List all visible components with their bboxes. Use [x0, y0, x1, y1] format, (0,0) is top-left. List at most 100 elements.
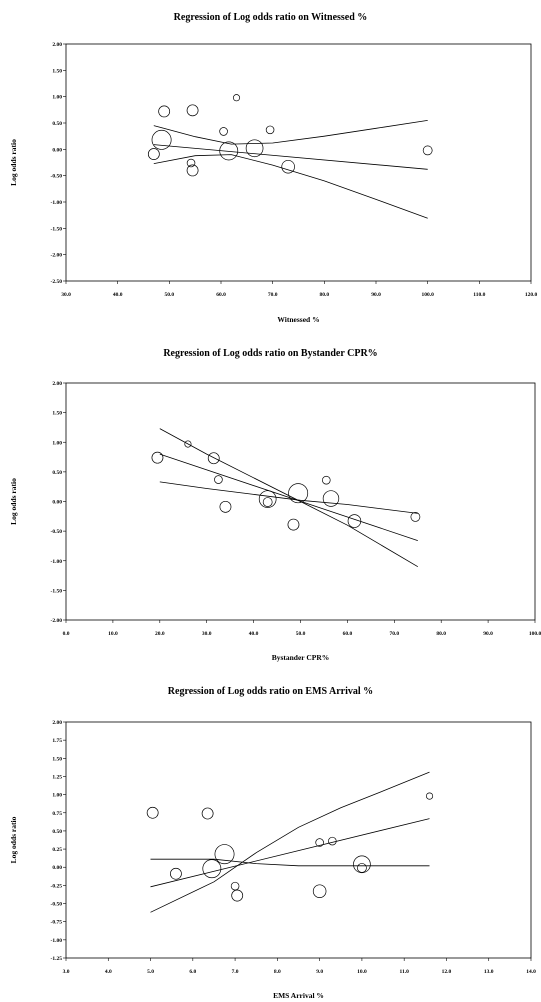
study-bubble — [219, 141, 239, 161]
y-tick-label: 1.00 — [52, 440, 62, 446]
x-tick-label: 70.0 — [389, 631, 399, 637]
confidence-band-upper — [150, 771, 430, 913]
plot-frame — [65, 43, 532, 282]
study-bubble — [202, 859, 222, 879]
x-axis-label: Witnessed % — [277, 315, 319, 324]
study-bubble — [322, 490, 340, 507]
study-bubble — [410, 512, 421, 522]
y-tick-label: -1.00 — [51, 559, 63, 565]
confidence-band-upper — [159, 481, 418, 514]
study-bubble — [232, 94, 241, 102]
y-tick-label: 1.00 — [52, 793, 62, 799]
y-tick-label: 1.50 — [52, 756, 62, 762]
confidence-band-upper — [153, 120, 428, 145]
y-axis-label: Log odds ratio — [9, 478, 18, 525]
regression-line — [153, 144, 428, 170]
y-tick-label: 1.00 — [52, 95, 62, 101]
study-bubble — [151, 451, 164, 464]
study-bubble — [265, 125, 275, 135]
confidence-band-lower — [153, 154, 428, 219]
confidence-band-lower — [150, 858, 430, 867]
study-bubble — [245, 139, 264, 158]
regression-line — [150, 818, 430, 888]
y-tick-label: 2.00 — [52, 720, 62, 726]
study-bubble — [230, 881, 240, 891]
y-tick-label: -2.50 — [51, 279, 63, 285]
study-bubble — [357, 863, 367, 873]
study-bubble — [288, 483, 309, 504]
study-bubble — [219, 500, 232, 513]
x-tick-label: 110.0 — [473, 292, 485, 298]
y-tick-label: 1.75 — [52, 738, 62, 744]
x-tick-label: 30.0 — [61, 292, 71, 298]
plot-frame — [65, 721, 532, 959]
y-tick-label: -0.75 — [51, 920, 63, 926]
study-bubble — [262, 497, 273, 507]
x-tick-label: 6.0 — [189, 969, 196, 975]
x-tick-label: 80.0 — [436, 631, 446, 637]
study-bubble — [184, 440, 192, 448]
study-bubble — [214, 844, 235, 865]
study-bubble — [214, 475, 223, 484]
study-bubble — [147, 148, 160, 160]
x-tick-label: 50.0 — [296, 631, 306, 637]
study-bubble — [281, 159, 295, 174]
study-bubble — [322, 475, 331, 485]
x-tick-label: 90.0 — [371, 292, 381, 298]
x-axis-label: Bystander CPR% — [272, 653, 330, 662]
study-bubble — [231, 889, 244, 902]
y-tick-label: -0.50 — [51, 529, 63, 535]
study-bubble — [170, 867, 182, 880]
x-tick-label: 4.0 — [105, 969, 112, 975]
y-tick-label: 2.00 — [52, 381, 62, 387]
x-tick-label: 5.0 — [147, 969, 154, 975]
y-tick-label: -0.50 — [51, 174, 63, 180]
y-tick-label: 0.50 — [52, 829, 62, 835]
x-tick-label: 80.0 — [320, 292, 330, 298]
regression-line — [159, 453, 418, 541]
study-bubble — [315, 838, 324, 847]
y-tick-label: 0.75 — [52, 811, 62, 817]
study-bubble — [201, 807, 214, 820]
y-tick-label: 1.25 — [52, 774, 62, 780]
x-tick-label: 100.0 — [421, 292, 434, 298]
x-tick-label: 0.0 — [63, 631, 70, 637]
chart-title: Regression of Log odds ratio on Bystande… — [163, 348, 378, 359]
x-tick-label: 10.0 — [357, 969, 367, 975]
x-tick-label: 90.0 — [483, 631, 493, 637]
chart-title: Regression of Log odds ratio on Witnesse… — [173, 12, 368, 23]
y-tick-label: 1.50 — [52, 68, 62, 74]
x-tick-label: 100.0 — [529, 631, 541, 637]
x-tick-label: 3.0 — [63, 969, 70, 975]
study-bubble — [186, 104, 199, 117]
x-tick-label: 10.0 — [108, 631, 118, 637]
study-bubble — [287, 518, 300, 531]
study-bubble — [207, 452, 220, 465]
study-bubble — [186, 158, 196, 168]
y-tick-label: 0.00 — [52, 500, 62, 506]
y-tick-label: -1.00 — [51, 200, 63, 206]
x-tick-label: 60.0 — [216, 292, 226, 298]
study-bubble — [422, 145, 433, 156]
y-tick-label: -1.50 — [51, 226, 63, 232]
x-tick-label: 8.0 — [274, 969, 281, 975]
study-bubble — [347, 514, 362, 528]
y-tick-label: -1.25 — [51, 956, 63, 962]
x-tick-label: 20.0 — [155, 631, 165, 637]
x-tick-label: 50.0 — [165, 292, 175, 298]
y-tick-label: 0.00 — [52, 147, 62, 153]
x-tick-label: 40.0 — [113, 292, 123, 298]
x-tick-label: 12.0 — [442, 969, 452, 975]
y-tick-label: -1.50 — [51, 588, 63, 594]
x-tick-label: 11.0 — [400, 969, 410, 975]
y-tick-label: 0.00 — [52, 865, 62, 871]
y-tick-label: 0.50 — [52, 470, 62, 476]
x-tick-label: 7.0 — [232, 969, 239, 975]
study-bubble — [425, 792, 434, 800]
x-tick-label: 70.0 — [268, 292, 278, 298]
y-tick-label: 1.50 — [52, 411, 62, 417]
x-tick-label: 30.0 — [202, 631, 212, 637]
